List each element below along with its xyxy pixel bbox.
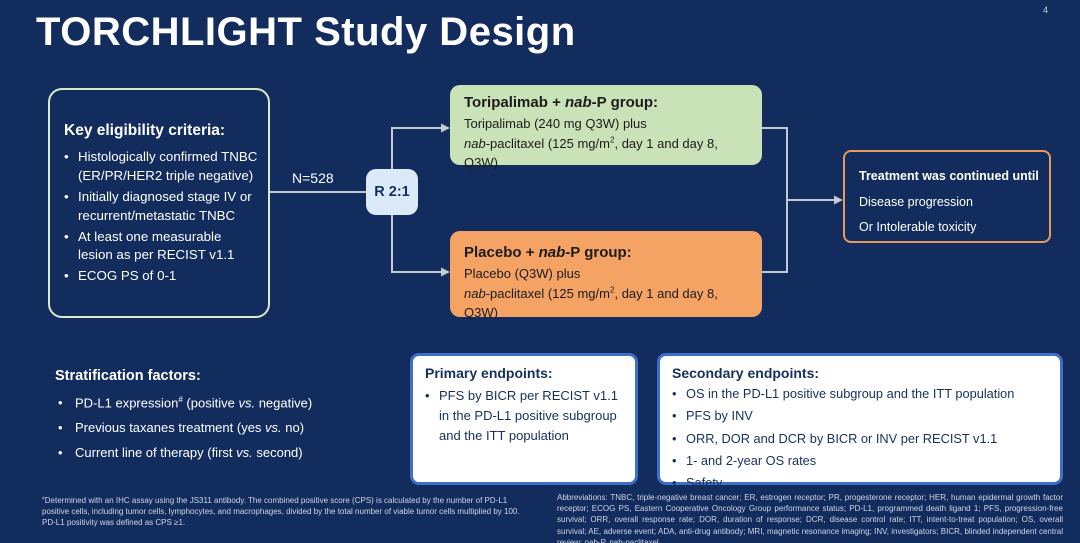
arrow-to-toripalimab-icon: [441, 123, 450, 133]
arm-line-italic: nab: [464, 135, 486, 151]
arm-title-italic: nab: [565, 94, 592, 111]
stratification-item-text: PD-L1 expression# (positive vs. negative…: [75, 395, 313, 411]
arm-line-text: , day 1 and day 8, Q3W): [464, 285, 718, 321]
arm-line-text: -paclitaxel (125 mg/m: [485, 135, 610, 151]
placebo-arm-title: Placebo + nab-P group:: [464, 244, 748, 261]
bullet-icon: •: [64, 188, 69, 204]
randomization-box: R 2:1: [366, 169, 418, 215]
list-item: • ECOG PS of 0-1: [64, 267, 258, 286]
bullet-icon: •: [672, 386, 677, 401]
eligibility-item-text: Histologically confirmed TNBC (ER/PR/HER…: [78, 149, 258, 183]
n-enrolled-label: N=528: [292, 170, 334, 186]
bullet-icon: •: [64, 228, 69, 244]
arrow-to-placebo-icon: [441, 267, 450, 277]
list-item: • Initially diagnosed stage IV or recurr…: [64, 188, 258, 226]
superscript: #: [178, 395, 183, 404]
superscript: 2: [609, 285, 615, 295]
bullet-icon: •: [58, 395, 63, 410]
list-item: • Histologically confirmed TNBC (ER/PR/H…: [64, 148, 258, 186]
toripalimab-arm-line1: Toripalimab (240 mg Q3W) plus: [464, 116, 647, 131]
list-item: • At least one measurable lesion as per …: [64, 228, 258, 266]
bullet-icon: •: [64, 268, 69, 284]
placebo-arm-line2: nab-paclitaxel (125 mg/m2, day 1 and day…: [464, 284, 748, 323]
placebo-arm-box: Placebo + nab-P group: Placebo (Q3W) plu…: [450, 231, 762, 320]
toripalimab-arm-title: Toripalimab + nab-P group:: [464, 94, 748, 111]
list-item: • ORR, DOR and DCR by BICR or INV per RE…: [672, 431, 1052, 446]
bullet-icon: •: [672, 453, 677, 469]
footnote-text: Determined with an IHC assay using the J…: [42, 496, 520, 528]
treatment-continuation-title: Treatment was continued until: [859, 169, 1039, 183]
eligibility-item-text: At least one measurable lesion as per RE…: [78, 228, 235, 263]
stratification-title: Stratification factors:: [55, 368, 201, 384]
bullet-icon: •: [672, 475, 677, 491]
list-item: • 1- and 2-year OS rates: [672, 453, 1052, 468]
list-item: • PFS by INV: [672, 408, 1052, 423]
list-item: • PD-L1 expression# (positive vs. negati…: [55, 395, 385, 410]
arm-line-italic: nab: [464, 285, 486, 301]
list-item: • PFS by BICR per RECIST v1.1 in the PD-…: [425, 386, 627, 446]
footnote-pdl1-definition: #Determined with an IHC assay using the …: [42, 495, 520, 529]
secondary-endpoint-text: Safety: [686, 475, 723, 491]
arm-line-text: -paclitaxel (125 mg/m: [485, 285, 610, 301]
arm-title-text: -P group:: [591, 94, 659, 111]
primary-endpoints-title: Primary endpoints:: [425, 365, 553, 381]
primary-endpoint-text: PFS by BICR per RECIST v1.1 in the PD-L1…: [439, 388, 618, 444]
stratification-section: Stratification factors: • PD-L1 expressi…: [55, 368, 385, 470]
list-item: • Previous taxanes treatment (yes vs. no…: [55, 420, 385, 435]
secondary-endpoint-text: 1- and 2-year OS rates: [686, 453, 817, 469]
eligibility-item-text: Initially diagnosed stage IV or recurren…: [78, 188, 252, 223]
arm-title-italic: nab: [538, 244, 566, 261]
primary-endpoints-box: Primary endpoints: • PFS by BICR per REC…: [410, 353, 638, 485]
arm-title-text: Placebo +: [464, 244, 539, 261]
eligibility-box: Key eligibility criteria: • Histological…: [48, 88, 270, 318]
page-number: 4: [1043, 5, 1049, 15]
slide-title: TORCHLIGHT Study Design: [36, 10, 576, 54]
secondary-endpoint-text: ORR, DOR and DCR by BICR or INV per RECI…: [686, 430, 998, 446]
secondary-endpoints-box: Secondary endpoints: • OS in the PD-L1 p…: [657, 353, 1063, 490]
footnote-abbreviations: Abbreviations: TNBC, triple-negative bre…: [557, 493, 1063, 543]
list-item: • OS in the PD-L1 positive subgroup and …: [672, 386, 1052, 401]
stratification-item-text: Current line of therapy (first vs. secon…: [75, 445, 303, 461]
toripalimab-arm-line2: nab-paclitaxel (125 mg/m2, day 1 and day…: [464, 134, 748, 173]
eligibility-item-text: ECOG PS of 0-1: [78, 268, 177, 284]
superscript: 2: [609, 135, 615, 145]
list-item: • Current line of therapy (first vs. sec…: [55, 445, 385, 460]
bullet-icon: •: [672, 430, 677, 446]
bullet-icon: •: [425, 388, 430, 403]
bullet-icon: •: [58, 445, 63, 461]
treatment-continuation-line: Or Intolerable toxicity: [859, 220, 977, 235]
stratification-item-text: Previous taxanes treatment (yes vs. no): [75, 420, 305, 436]
list-item: • Safety: [672, 475, 1052, 490]
eligibility-title: Key eligibility criteria:: [64, 122, 226, 139]
arm-title-text: Toripalimab +: [464, 94, 565, 111]
secondary-endpoints-title: Secondary endpoints:: [672, 365, 820, 381]
toripalimab-arm-box: Toripalimab + nab-P group: Toripalimab (…: [450, 85, 762, 170]
superscript: #: [42, 496, 45, 502]
arm-title-text: -P group:: [565, 244, 632, 261]
arrow-to-treatment-icon: [834, 195, 843, 205]
bullet-icon: •: [672, 408, 677, 424]
secondary-endpoint-text: PFS by INV: [686, 408, 753, 424]
secondary-endpoint-text: OS in the PD-L1 positive subgroup and th…: [686, 386, 1015, 401]
treatment-continuation-line: Disease progression: [859, 194, 973, 209]
bullet-icon: •: [58, 420, 63, 436]
arm-line-text: , day 1 and day 8, Q3W): [464, 135, 718, 171]
treatment-continuation-box: Treatment was continued until Disease pr…: [843, 150, 1051, 243]
bullet-icon: •: [64, 149, 69, 164]
placebo-arm-line1: Placebo (Q3W) plus: [464, 266, 581, 281]
